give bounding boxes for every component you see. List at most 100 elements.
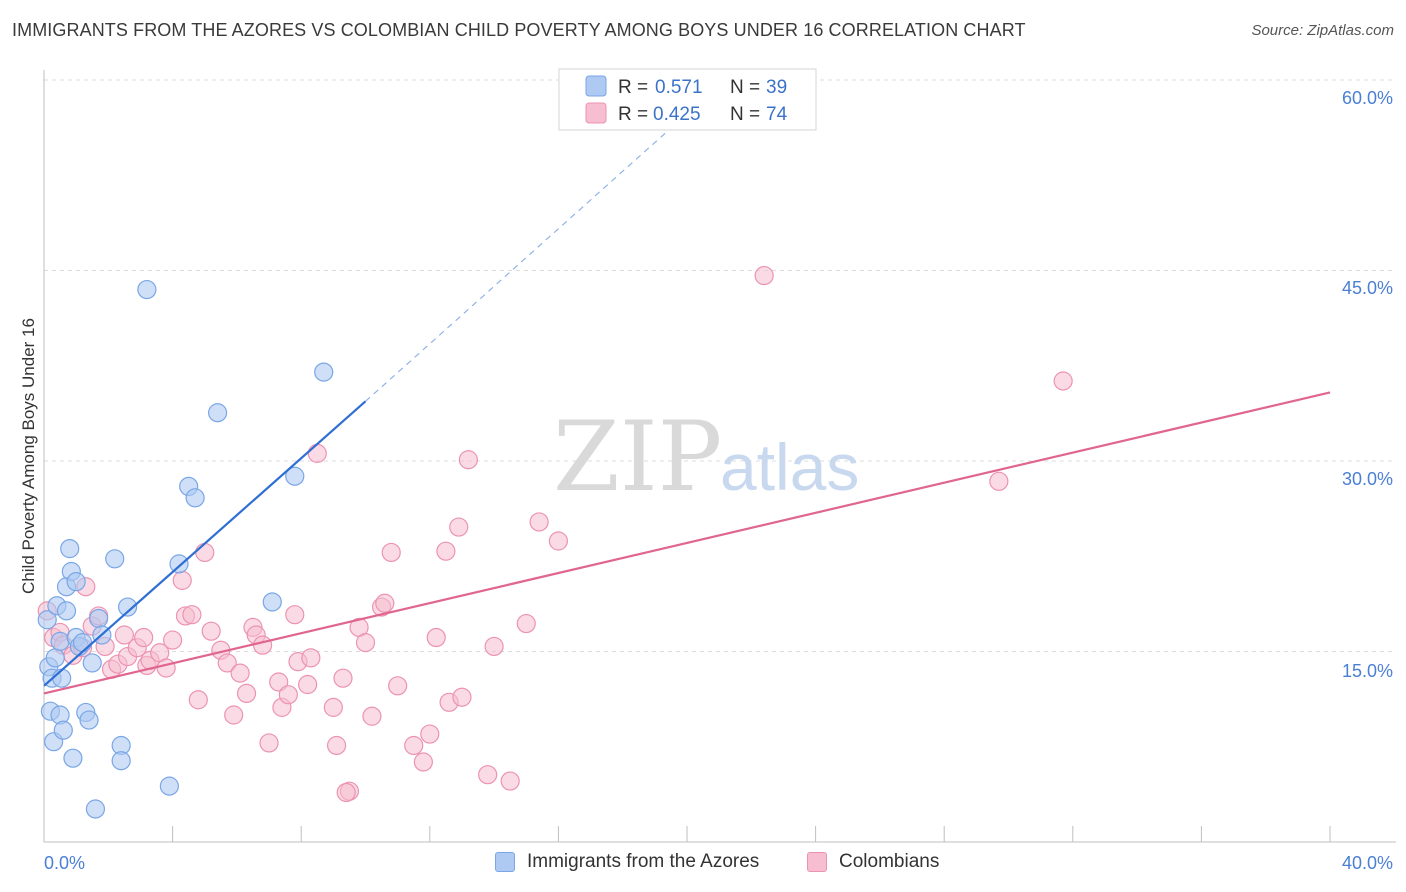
azores-point	[37, 610, 57, 630]
legend-r-label: R =	[618, 77, 648, 98]
azores-point	[52, 668, 72, 688]
legend-r-value: 0.571	[655, 77, 703, 98]
watermark-zip-text: ZIP	[553, 401, 722, 513]
legend-n-label: N =	[730, 104, 760, 125]
azores-point	[53, 720, 73, 740]
watermark: ZIP atlas	[553, 401, 859, 513]
azores-point	[45, 648, 65, 668]
colombians-point	[355, 633, 376, 653]
y-tick-label: 30.0%	[1342, 469, 1393, 489]
azores-point	[63, 748, 83, 768]
colombians-point	[253, 635, 273, 655]
y-tick-label: 15.0%	[1342, 661, 1393, 681]
colombians-point	[182, 605, 202, 625]
source-credit: Source: ZipAtlas.com	[1251, 22, 1394, 39]
y-tick-label: 45.0%	[1342, 278, 1393, 298]
colombians-point	[478, 765, 498, 785]
azores-point	[262, 592, 282, 612]
legend-n-value: 74	[766, 104, 788, 125]
azores-point	[169, 554, 189, 574]
colombians-point	[172, 570, 192, 590]
legend-swatch-azores-bottom	[495, 852, 515, 872]
colombians-point	[362, 706, 382, 726]
colombians-point	[484, 636, 504, 657]
trend-lines	[43, 96, 1331, 695]
gridlines	[44, 79, 1396, 652]
colombians-point	[301, 648, 321, 668]
colombians-point	[333, 668, 353, 688]
colombians-point	[449, 517, 469, 537]
azores-point	[85, 799, 106, 819]
azores-point	[314, 362, 334, 382]
colombians-point	[298, 674, 318, 695]
colombians-point	[134, 627, 154, 648]
legend-swatch-colombians	[585, 102, 607, 124]
x-tick-label-max: 40.0%	[1342, 853, 1393, 873]
colombians-point	[259, 733, 279, 753]
colombians-point	[452, 687, 472, 707]
legend-r-label: R =	[618, 104, 648, 125]
colombians-point	[548, 531, 569, 551]
colombians-point	[381, 542, 401, 563]
colombians-point	[529, 512, 549, 532]
colombians-point	[336, 782, 356, 803]
azores-point	[66, 572, 86, 592]
azores-point	[137, 279, 157, 300]
colombians-point	[156, 658, 176, 678]
y-tick-label: 60.0%	[1342, 88, 1393, 108]
colombians-point	[413, 752, 433, 772]
legend-n-value: 39	[766, 77, 787, 98]
colombians-point	[236, 683, 257, 704]
colombians-point	[326, 735, 347, 756]
azores-trend-extension	[365, 96, 707, 402]
colombians-point	[307, 443, 327, 463]
legend-swatch-colombians-bottom	[807, 852, 827, 872]
colombians-point	[516, 613, 536, 634]
azores-point	[72, 633, 93, 653]
colombians-point	[436, 541, 456, 561]
x-ticks	[43, 826, 1331, 842]
azores-point	[60, 539, 80, 559]
azores-point	[89, 608, 109, 629]
azores-point	[117, 597, 138, 617]
azores-point	[208, 403, 228, 423]
colombians-point	[114, 625, 134, 645]
colombians-point	[388, 676, 408, 696]
chart-title: IMMIGRANTS FROM THE AZORES VS COLOMBIAN …	[12, 20, 1026, 40]
colombians-point	[285, 605, 305, 625]
colombians-point	[163, 630, 183, 650]
legend-n-label: N =	[730, 77, 760, 98]
colombians-point	[458, 450, 478, 470]
colombians-point	[323, 697, 343, 717]
azores-point	[159, 776, 179, 796]
bottom-legend: Immigrants from the Azores Colombians	[0, 851, 1406, 879]
legend-label-azores: Immigrants from the Azores	[527, 851, 760, 872]
colombians-point	[217, 653, 237, 673]
azores-point	[185, 488, 205, 508]
azores-trend-line	[43, 400, 367, 687]
colombians-trend-line	[43, 391, 1331, 695]
legend-swatch-azores	[585, 75, 607, 97]
colombians-point	[278, 685, 298, 705]
legend-item-azores: Immigrants from the Azores	[495, 851, 759, 873]
colombians-point	[188, 690, 208, 710]
watermark-atlas-text: atlas	[720, 430, 859, 504]
azores-point	[105, 549, 125, 569]
colombians-point	[1053, 371, 1073, 391]
azores-points	[37, 279, 334, 819]
colombians-point	[404, 735, 424, 756]
legend-item-colombians: Colombians	[807, 851, 939, 873]
legend-r-value: 0.425	[653, 104, 701, 125]
colombians-point	[754, 265, 774, 286]
colombians-point	[269, 672, 289, 692]
azores-point	[79, 710, 99, 730]
azores-point	[50, 631, 70, 651]
azores-point	[82, 653, 102, 673]
azores-point	[56, 601, 77, 621]
x-tick-label-min: 0.0%	[44, 853, 85, 873]
legend-box: R = 0.571 N = 39 R = 0.425 N = 74	[558, 68, 817, 131]
colombians-point	[201, 621, 221, 641]
azores-point	[111, 751, 131, 771]
colombians-point	[230, 663, 250, 683]
